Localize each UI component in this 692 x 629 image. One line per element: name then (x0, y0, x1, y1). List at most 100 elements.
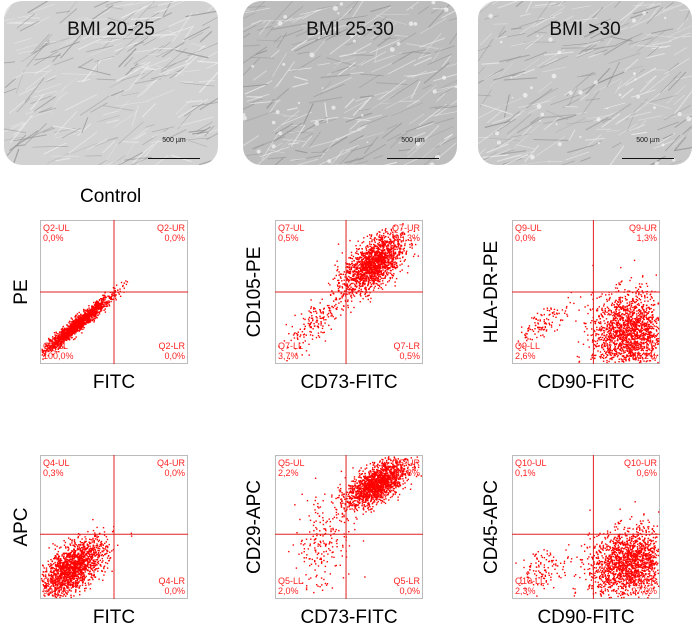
quadrant-name: Q10-LR (625, 576, 657, 586)
quadrant-name: Q7-LL (278, 341, 303, 351)
quadrant-name: Q7-UR (392, 223, 420, 233)
quadrant-percent: 1,3% (629, 233, 657, 243)
micrograph-bmi-20-25: BMI 20-25 500 µm (4, 1, 218, 165)
quadrant-percent: 0,0% (43, 233, 70, 243)
y-axis-label: CD29-APC (244, 457, 266, 597)
x-axis-label: CD73-FITC (265, 372, 433, 394)
quadrant-percent: 100,0% (43, 351, 74, 361)
scale-bar: 500 µm (148, 137, 200, 159)
quadrant-name: Q7-UL (278, 223, 305, 233)
quadrant-percent: 0,0% (515, 233, 542, 243)
quadrant-name: Q9-UR (629, 223, 657, 233)
control-title: Control (80, 186, 141, 208)
micrograph-bmi-over-30: BMI >30 500 µm (478, 1, 692, 165)
quadrant-name: Q2-LL (43, 341, 74, 351)
quadrant-name: Q5-LL (278, 576, 303, 586)
scale-bar-label: 500 µm (622, 137, 674, 144)
micrograph-label: BMI >30 (478, 19, 692, 41)
quadrant-percent: 2,2% (278, 468, 305, 478)
x-axis-label: FITC (30, 607, 198, 629)
quadrant-percent: 0,0% (158, 351, 185, 361)
quadrant-percent: 0,1% (515, 468, 547, 478)
x-axis-label: CD73-FITC (265, 607, 433, 629)
quadrant-percent: 97,0% (625, 586, 657, 596)
scale-bar: 500 µm (387, 137, 439, 159)
quadrant-percent: 0,6% (624, 468, 657, 478)
quadrant-percent: 2,3% (515, 586, 545, 596)
quadrant-name: Q4-UL (43, 458, 70, 468)
quadrant-percent: 95,8% (392, 468, 420, 478)
quadrant-name: Q9-UL (515, 223, 542, 233)
quadrant-name: Q10-UR (624, 458, 657, 468)
micrograph-label: BMI 25-30 (243, 19, 457, 41)
quadrant-name: Q4-LL (43, 576, 69, 586)
quadrant-name: Q10-UL (515, 458, 547, 468)
x-axis-label: CD90-FITC (502, 607, 670, 629)
quadrant-percent: 2,6% (515, 351, 540, 361)
quadrant-percent: 0,3% (43, 468, 70, 478)
scale-bar-label: 500 µm (387, 137, 439, 144)
quadrant-percent: 0,5% (393, 351, 420, 361)
quadrant-percent: 95,3% (392, 233, 420, 243)
micrograph-label: BMI 20-25 (4, 19, 218, 41)
scale-bar: 500 µm (622, 137, 674, 159)
y-axis-label: APC (11, 457, 33, 597)
quadrant-name: Q4-LR (158, 576, 185, 586)
scale-bar-label: 500 µm (148, 137, 200, 144)
quadrant-percent: 99,7% (43, 586, 69, 596)
quadrant-name: Q2-UL (43, 223, 70, 233)
y-axis-label: PE (11, 222, 33, 362)
x-axis-label: FITC (30, 372, 198, 394)
quadrant-percent: 0,5% (278, 233, 305, 243)
y-axis-label: CD45-APC (481, 457, 503, 597)
quadrant-percent: 0,0% (157, 233, 185, 243)
quadrant-name: Q9-LL (515, 341, 540, 351)
quadrant-name: Q4-UR (157, 458, 185, 468)
quadrant-name: Q2-LR (158, 341, 185, 351)
quadrant-name: Q5-UR (392, 458, 420, 468)
y-axis-label: HLA-DR-PE (481, 222, 503, 362)
quadrant-name: Q5-UL (278, 458, 305, 468)
quadrant-percent: 0,0% (157, 468, 185, 478)
quadrant-name: Q10-LL (515, 576, 545, 586)
quadrant-percent: 96,2% (630, 351, 657, 361)
quadrant-name: Q7-LR (393, 341, 420, 351)
quadrant-percent: 2,0% (278, 586, 303, 596)
x-axis-label: CD90-FITC (502, 372, 670, 394)
micrograph-bmi-25-30: BMI 25-30 500 µm (243, 1, 457, 165)
y-axis-label: CD105-PE (244, 222, 266, 362)
quadrant-name: Q5-LR (393, 576, 420, 586)
quadrant-percent: 0,0% (158, 586, 185, 596)
quadrant-name: Q9-LR (630, 341, 657, 351)
quadrant-percent: 3,7% (278, 351, 303, 361)
